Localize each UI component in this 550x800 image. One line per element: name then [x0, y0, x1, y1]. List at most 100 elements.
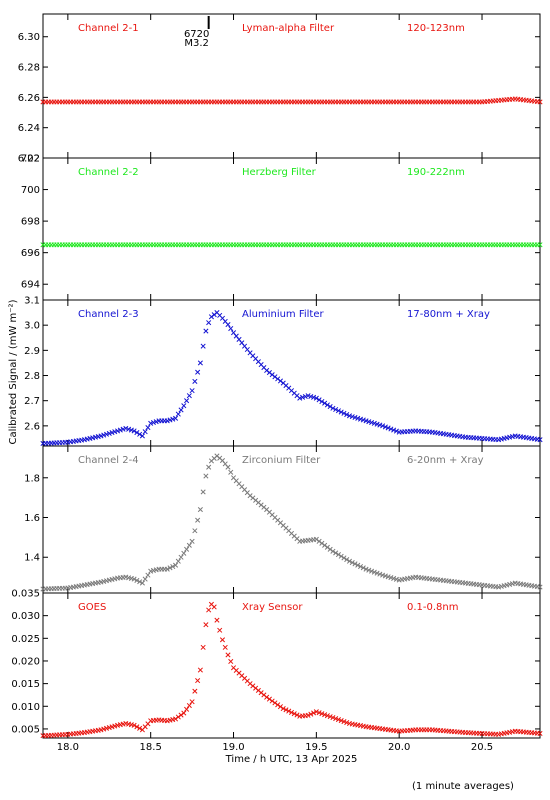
data-point — [537, 584, 543, 590]
data-point — [178, 554, 184, 560]
x-tick-label: 19.5 — [305, 742, 327, 753]
data-point — [327, 404, 333, 410]
panel-band-label: 6-20nm + Xray — [407, 455, 484, 466]
x-tick-label: 19.0 — [222, 742, 244, 753]
data-point — [172, 716, 179, 722]
panel-frame — [42, 299, 541, 447]
panel-frame — [42, 157, 541, 301]
data-point — [192, 688, 198, 694]
data-point — [181, 710, 187, 716]
data-point — [330, 715, 336, 721]
data-point — [333, 550, 339, 556]
data-point — [189, 538, 195, 544]
data-point — [288, 709, 295, 715]
data-point — [186, 393, 192, 399]
y-tick-label: 0.035 — [11, 589, 40, 600]
data-point — [172, 562, 179, 568]
data-point — [313, 395, 319, 401]
x-tick-label: 20.5 — [471, 742, 493, 753]
data-point — [186, 702, 192, 709]
y-tick-label: 0.010 — [11, 702, 40, 713]
data-point — [311, 710, 317, 716]
y-tick-label: 702 — [21, 154, 40, 165]
data-point — [195, 517, 201, 523]
data-point — [344, 719, 350, 726]
data-point — [363, 566, 369, 572]
data-point — [380, 423, 386, 429]
data-point — [333, 716, 339, 722]
data-point — [294, 712, 300, 718]
data-point — [344, 557, 350, 563]
data-point — [228, 469, 234, 475]
data-point — [200, 343, 206, 349]
panel-channel-label: Channel 2-1 — [78, 23, 139, 34]
series-1 — [40, 96, 543, 105]
data-point — [197, 507, 203, 513]
x-tick-label: 18.0 — [57, 742, 79, 753]
data-point — [203, 622, 209, 628]
data-point — [385, 425, 391, 431]
panel-frame — [42, 445, 541, 594]
data-point — [357, 563, 364, 570]
data-point — [324, 402, 330, 408]
data-point — [142, 576, 148, 582]
data-point — [197, 667, 203, 673]
data-point — [189, 388, 195, 394]
data-point — [134, 577, 140, 583]
data-point — [313, 536, 319, 542]
data-point — [225, 652, 231, 658]
panel-filter-label: Zirconium Filter — [242, 455, 321, 466]
data-point — [344, 411, 350, 418]
data-point — [352, 561, 358, 567]
data-point — [181, 550, 187, 556]
data-point — [335, 717, 341, 723]
y-tick-label: 2.9 — [24, 346, 40, 357]
data-point — [200, 489, 206, 495]
data-point — [184, 706, 190, 712]
data-point — [280, 705, 286, 712]
data-point — [192, 528, 198, 534]
data-point — [137, 579, 143, 585]
data-point — [330, 405, 336, 411]
panel-channel-label: Channel 2-2 — [78, 167, 139, 178]
data-point — [131, 576, 137, 582]
data-point — [228, 658, 234, 665]
data-point — [308, 711, 314, 717]
data-point — [338, 409, 344, 415]
data-point — [316, 397, 322, 403]
series-4 — [40, 453, 543, 592]
panel-filter-label: Herzberg Filter — [242, 167, 317, 178]
data-point — [341, 555, 347, 561]
y-tick-label: 0.005 — [11, 724, 40, 735]
data-point — [341, 718, 347, 725]
data-point — [319, 540, 325, 546]
panel-channel-label: Channel 2-3 — [78, 309, 139, 320]
y-tick-label: 2.7 — [24, 396, 40, 407]
data-point — [211, 604, 217, 610]
data-point — [206, 607, 212, 613]
data-point — [324, 713, 330, 719]
series-5 — [40, 601, 543, 739]
data-point — [175, 558, 181, 564]
y-tick-label: 694 — [21, 280, 40, 291]
y-tick-label: 3.1 — [24, 296, 40, 307]
data-point — [291, 711, 297, 717]
data-point — [175, 714, 181, 720]
y-tick-label: 0.020 — [11, 656, 40, 667]
data-point — [269, 698, 275, 704]
data-point — [324, 544, 330, 550]
data-point — [322, 712, 328, 718]
data-point — [197, 360, 203, 366]
data-point — [164, 566, 170, 572]
y-tick-label: 1.4 — [24, 553, 40, 564]
data-point — [219, 637, 226, 643]
panel-channel-label: GOES — [78, 602, 106, 613]
data-point — [537, 99, 543, 105]
data-point — [322, 542, 328, 548]
x-axis-title: Time / h UTC, 13 Apr 2025 — [225, 754, 358, 765]
y-tick-label: 6.30 — [18, 32, 40, 43]
data-point — [316, 710, 322, 716]
data-point — [266, 696, 272, 702]
y-axis-title: Calibrated Signal / (mW m⁻²) — [8, 299, 19, 444]
data-point — [178, 712, 184, 718]
